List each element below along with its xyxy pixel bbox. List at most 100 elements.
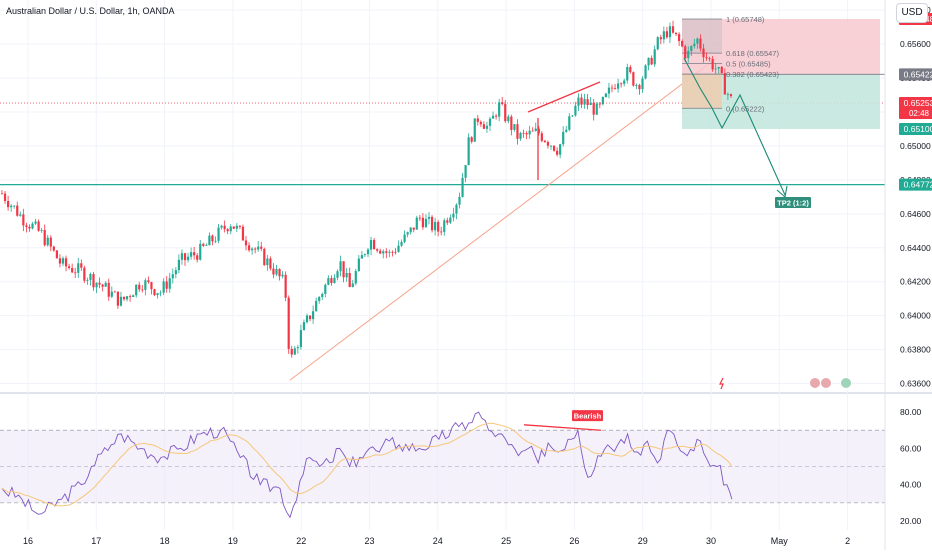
lightning-icon[interactable] xyxy=(716,377,728,389)
price-level-label: 0.65253 xyxy=(904,98,932,108)
candle-body xyxy=(674,32,678,35)
projection-path[interactable] xyxy=(683,57,786,196)
candle-body xyxy=(412,227,415,230)
candle-body xyxy=(635,85,638,86)
date-tick-label: 17 xyxy=(91,536,101,546)
candle-body xyxy=(238,225,241,227)
candle-body xyxy=(589,102,592,106)
candle-body xyxy=(671,26,675,33)
candle-body xyxy=(199,243,202,260)
candle-body xyxy=(193,252,196,256)
rising-trendline[interactable] xyxy=(289,57,718,381)
candle-body xyxy=(354,271,357,284)
candle-body xyxy=(312,311,315,320)
candle-body xyxy=(458,196,461,205)
divergence-badge[interactable] xyxy=(572,410,603,422)
candle-body xyxy=(272,268,275,275)
candle-body xyxy=(400,242,403,246)
candle-body xyxy=(629,67,632,73)
candle-body xyxy=(705,57,708,59)
candle-body xyxy=(351,283,354,288)
candle-body xyxy=(254,248,257,250)
candle-body xyxy=(693,43,696,47)
rsi-tick-label: 20.00 xyxy=(900,516,922,526)
candle-body xyxy=(284,274,287,298)
candle-body xyxy=(80,263,83,268)
currency-button[interactable]: USD xyxy=(896,3,928,23)
fib-level-label: 1 (0.65748) xyxy=(726,15,765,24)
candle-body xyxy=(723,73,726,95)
candle-body xyxy=(135,284,138,296)
divergence-line[interactable] xyxy=(523,424,602,431)
rsi-band-fill xyxy=(0,430,885,503)
candle-body xyxy=(22,214,25,226)
candle-body xyxy=(678,34,681,41)
candle-body xyxy=(446,220,449,223)
candle-body xyxy=(122,296,126,300)
date-tick-label: 19 xyxy=(228,536,238,546)
candle-body xyxy=(461,177,464,197)
rsi-line[interactable] xyxy=(1,411,733,519)
fib-level-label: 0.618 (0.65547) xyxy=(726,49,779,58)
date-tick-label: 16 xyxy=(23,536,33,546)
candle-body xyxy=(183,253,187,261)
candle-body xyxy=(345,272,348,278)
candle-body xyxy=(690,46,693,51)
tp2-label: TP2 (1:2) xyxy=(777,199,809,208)
date-tick-label: 18 xyxy=(160,536,170,546)
tp2-badge[interactable] xyxy=(775,197,811,208)
candle-body xyxy=(644,65,647,79)
candle-body xyxy=(129,296,132,298)
flag-icon-us-2[interactable] xyxy=(820,377,832,389)
candle-body xyxy=(714,68,717,70)
candle-body xyxy=(403,234,406,243)
fib-level-label: 0.382 (0.65423) xyxy=(726,70,779,79)
rsi-tick-label: 40.00 xyxy=(900,480,922,490)
price-level-badge xyxy=(899,178,932,191)
candle-body xyxy=(421,217,424,228)
candle-body xyxy=(241,226,245,241)
candle-body xyxy=(452,213,455,218)
candle-body xyxy=(620,83,623,85)
candle-body xyxy=(113,291,116,293)
candle-body xyxy=(324,284,327,294)
candle-body xyxy=(391,251,394,253)
flag-icon-us[interactable] xyxy=(809,377,821,389)
candle-body xyxy=(327,278,330,285)
candle-body xyxy=(379,250,382,254)
candle-body xyxy=(214,240,217,242)
pattern-line-upper[interactable] xyxy=(527,81,601,113)
candle-body xyxy=(638,85,641,90)
candle-body xyxy=(571,115,574,117)
date-tick-label: 24 xyxy=(433,536,443,546)
candle-body xyxy=(498,102,501,117)
candle-body xyxy=(696,38,699,44)
candle-body xyxy=(681,40,684,47)
candle-body xyxy=(61,258,65,264)
candle-body xyxy=(315,300,318,312)
candle-body xyxy=(260,246,263,249)
flag-icon-au[interactable] xyxy=(840,377,852,389)
candle-body xyxy=(601,96,604,105)
candle-body xyxy=(46,237,49,246)
candle-body xyxy=(318,296,321,301)
lightning-glyph xyxy=(719,377,724,390)
price-level-label: 0.65100 xyxy=(904,124,932,134)
candle-body xyxy=(308,315,312,320)
candle-body xyxy=(519,132,522,139)
candle-body xyxy=(434,221,437,231)
candle-body xyxy=(235,225,238,229)
candle-body xyxy=(394,251,397,253)
candle-body xyxy=(74,272,77,274)
candle-body xyxy=(607,87,611,94)
candle-body xyxy=(552,145,556,151)
candle-body xyxy=(220,225,223,228)
candle-body xyxy=(513,124,516,130)
candle-body xyxy=(623,80,626,84)
candle-body xyxy=(171,274,174,279)
candle-body xyxy=(473,118,476,142)
stop-loss-zone[interactable] xyxy=(682,19,880,75)
candle-body xyxy=(305,315,309,323)
candle-body xyxy=(467,137,470,166)
